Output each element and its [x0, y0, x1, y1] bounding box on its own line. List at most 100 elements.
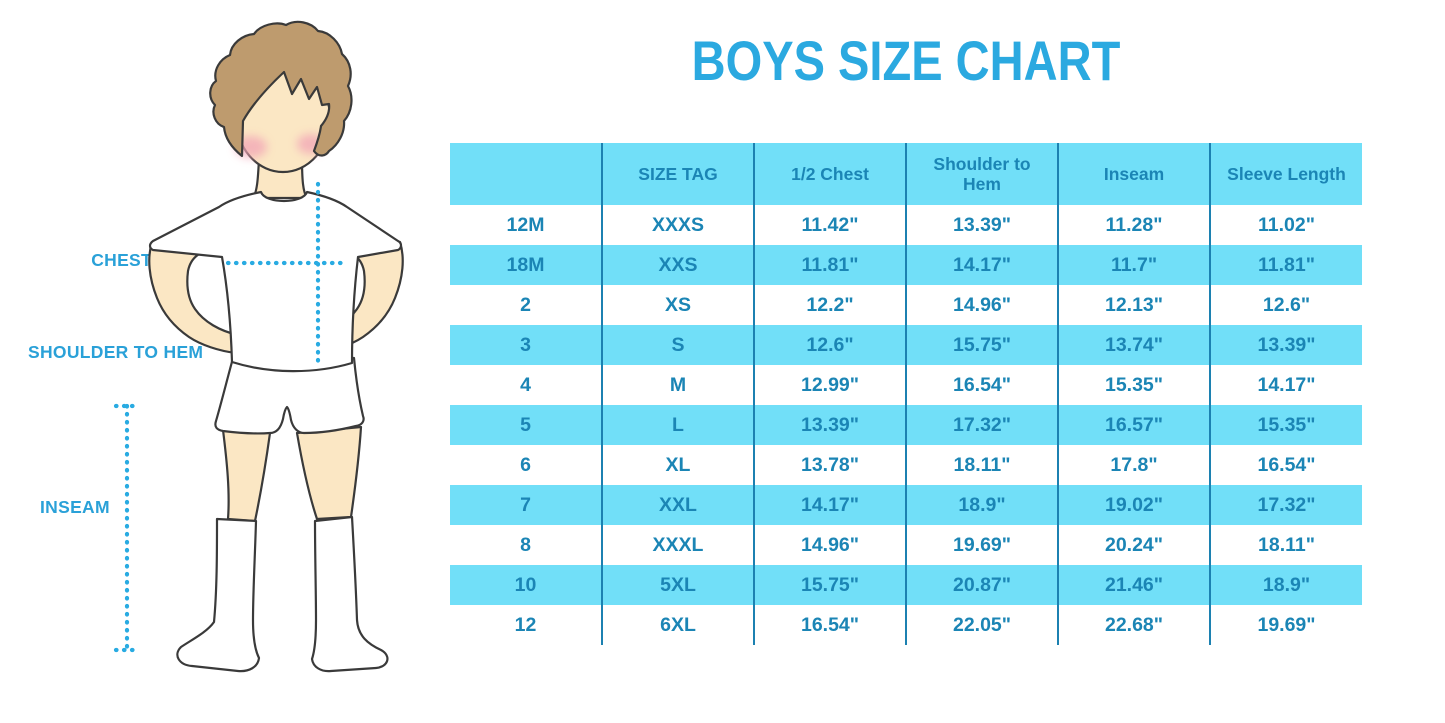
- table-cell: 15.75": [906, 325, 1059, 365]
- table-cell: 19.02": [1058, 485, 1211, 525]
- table-row: 4 M 12.99" 16.54" 15.35" 14.17": [450, 365, 1362, 405]
- table-cell: XS: [602, 285, 755, 325]
- table-cell: 14.17": [754, 485, 907, 525]
- table-cell: 4: [450, 365, 603, 405]
- table-row: 18M XXS 11.81" 14.17" 11.7" 11.81": [450, 245, 1362, 285]
- table-cell: 11.81": [754, 245, 907, 285]
- table-cell: 14.96": [754, 525, 907, 565]
- table-cell: 12.99": [754, 365, 907, 405]
- boy-shorts: [214, 356, 365, 435]
- table-cell: 19.69": [906, 525, 1059, 565]
- size-table-header: SIZE TAG 1/2 Chest Shoulder to Hem Inseam Sl…: [450, 143, 1362, 205]
- table-cell: 14.96": [906, 285, 1059, 325]
- boy-right-leg: [295, 425, 363, 521]
- chest-label: CHEST: [91, 250, 152, 270]
- table-cell: 2: [450, 285, 603, 325]
- table-cell: 18.9": [906, 485, 1059, 525]
- table-row: 10 5XL 15.75" 20.87" 21.46" 18.9": [450, 565, 1362, 605]
- table-cell: 17.8": [1058, 445, 1211, 485]
- table-row: 3 S 12.6" 15.75" 13.74" 13.39": [450, 325, 1362, 365]
- table-cell: 19.69": [1257, 613, 1316, 636]
- table-row: 2 XS 12.2" 14.96" 12.13" 12.6": [450, 285, 1362, 325]
- table-cell: XL: [602, 445, 755, 485]
- table-cell: 11.02": [1258, 213, 1315, 236]
- table-cell: 13.39": [906, 205, 1059, 245]
- table-row: 12M XXXS 11.42" 13.39" 11.28" 11.02": [450, 205, 1362, 245]
- size-chart-table: SIZE TAG 1/2 Chest Shoulder to Hem Inseam Sl…: [450, 143, 1362, 645]
- table-cell: XXXL: [602, 525, 755, 565]
- table-cell: 6XL: [602, 605, 755, 645]
- boy-tshirt: [148, 190, 403, 373]
- table-cell: 11.42": [754, 205, 907, 245]
- table-cell: 17.32": [906, 405, 1059, 445]
- boy-hair: [209, 20, 353, 158]
- table-cell: 7: [450, 485, 603, 525]
- column-header-size-tag: SIZE TAG: [602, 143, 755, 205]
- table-cell: 11.7": [1058, 245, 1211, 285]
- table-cell: 13.39": [1210, 325, 1362, 365]
- table-cell: 18M: [450, 245, 603, 285]
- table-row: 5 L 13.39" 17.32" 16.57" 15.35": [450, 405, 1362, 445]
- table-cell: 14.17": [1257, 373, 1316, 396]
- table-cell: L: [602, 405, 755, 445]
- column-header-size: [450, 143, 603, 205]
- table-cell: M: [602, 365, 755, 405]
- table-cell: 22.05": [906, 605, 1059, 645]
- table-cell: 18.9": [1210, 565, 1362, 605]
- table-row: 8 XXXL 14.96" 19.69" 20.24" 18.11": [450, 525, 1362, 565]
- table-cell: 12.2": [754, 285, 907, 325]
- table-cell: 20.87": [906, 565, 1059, 605]
- table-cell: 16.54": [1257, 453, 1316, 476]
- column-header-inseam: Inseam: [1058, 143, 1211, 205]
- table-cell: XXXS: [602, 205, 755, 245]
- table-cell: 8: [450, 525, 603, 565]
- table-cell: 13.39": [754, 405, 907, 445]
- table-cell: XXS: [602, 245, 755, 285]
- size-table-body: 12M XXXS 11.42" 13.39" 11.28" 11.02" 18M XXS 11.…: [450, 205, 1362, 645]
- table-cell: S: [602, 325, 755, 365]
- table-cell: 11.81": [1210, 245, 1362, 285]
- table-cell: 5XL: [602, 565, 755, 605]
- column-header-1-2-chest: 1/2 Chest: [754, 143, 907, 205]
- shoulder-to-hem-label: SHOULDER TO HEM: [28, 342, 204, 362]
- table-cell: 16.54": [754, 605, 907, 645]
- table-cell: 14.17": [906, 245, 1059, 285]
- boy-right-sock: [310, 515, 389, 673]
- column-header-shoulder-to-hem: Shoulder to Hem: [906, 143, 1059, 205]
- table-cell: 22.68": [1058, 605, 1211, 645]
- boy-left-leg: [221, 428, 272, 523]
- table-cell: 15.35": [1058, 365, 1211, 405]
- table-cell: 11.28": [1058, 205, 1211, 245]
- table-cell: 10: [450, 565, 603, 605]
- table-cell: 12.6": [1262, 293, 1311, 316]
- column-header-sleeve-length: Sleeve Length: [1210, 143, 1362, 205]
- page-title: BOYS SIZE CHART: [691, 29, 1121, 92]
- table-cell: 18.11": [906, 445, 1059, 485]
- table-cell: 15.75": [754, 565, 907, 605]
- table-cell: 16.54": [906, 365, 1059, 405]
- table-cell: XXL: [602, 485, 755, 525]
- table-cell: 13.74": [1058, 325, 1211, 365]
- boy-figure-illustration: [113, 20, 404, 673]
- table-row: 7 XXL 14.17" 18.9" 19.02" 17.32": [450, 485, 1362, 525]
- boy-left-sock: [176, 517, 261, 673]
- table-cell: 18.11": [1258, 533, 1315, 556]
- table-row: 6 XL 13.78" 18.11" 17.8" 16.54": [450, 445, 1362, 485]
- inseam-label: INSEAM: [40, 497, 110, 517]
- table-cell: 17.32": [1210, 485, 1362, 525]
- table-cell: 20.24": [1058, 525, 1211, 565]
- table-cell: 12.6": [754, 325, 907, 365]
- table-row: 12 6XL 16.54" 22.05" 22.68" 19.69": [450, 605, 1362, 645]
- table-cell: 13.78": [754, 445, 907, 485]
- table-cell: 6: [450, 445, 603, 485]
- table-cell: 5: [450, 405, 603, 445]
- table-cell: 16.57": [1058, 405, 1211, 445]
- table-cell: 12: [450, 605, 603, 645]
- table-cell: 21.46": [1058, 565, 1211, 605]
- table-cell: 15.35": [1210, 405, 1362, 445]
- table-cell: 12M: [450, 205, 603, 245]
- table-cell: 12.13": [1058, 285, 1211, 325]
- table-cell: 3: [450, 325, 603, 365]
- header-row: SIZE TAG 1/2 Chest Shoulder to Hem Inseam Sl…: [450, 143, 1362, 205]
